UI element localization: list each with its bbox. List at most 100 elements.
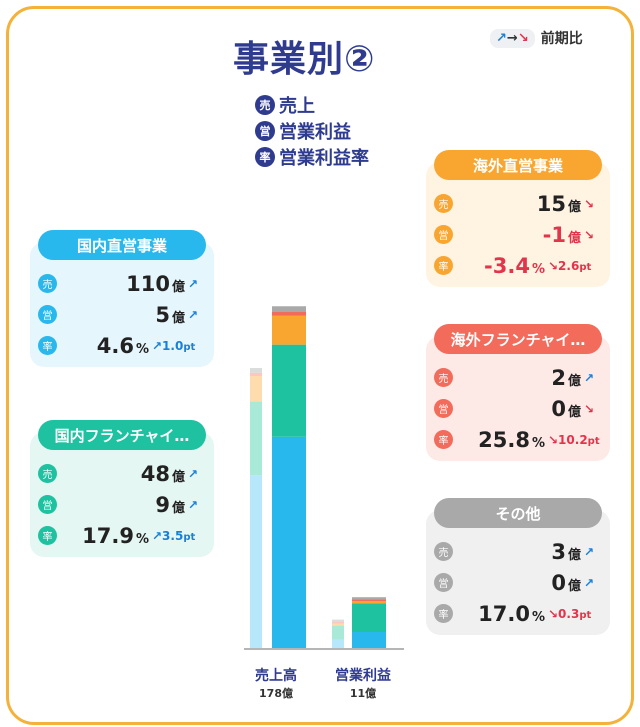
segment-title: その他 [434, 498, 602, 528]
bar-sales-current-2 [272, 315, 306, 345]
metric-legend: 売 売上 営 営業利益 率 営業利益率 [255, 92, 369, 170]
prev-period-legend: ↗ → ↘ 前期比 [490, 28, 583, 48]
segment-card: 海外直営事業 売 15 億 ↘ 営 -1 億 ↘ 率 -3.4% ↘2.6pt [426, 150, 610, 287]
total-sales: 178億 [259, 687, 293, 700]
operating-profit-badge-icon: 営 [434, 225, 453, 244]
sales-change: ↗ [584, 370, 595, 385]
operating-profit-badge-icon: 営 [434, 573, 453, 592]
bar-sales-current-0 [272, 436, 306, 648]
operating-profit-badge-icon: 営 [434, 399, 453, 418]
sales-badge-icon: 売 [38, 274, 57, 293]
unit: % [531, 261, 545, 277]
bar-sales-current-3 [272, 312, 306, 316]
metric-row-margin: 率 25.8% ↘10.2pt [426, 424, 610, 455]
unit: 億 [171, 310, 185, 326]
bar-profit-current-3 [352, 599, 386, 602]
unit: 億 [171, 279, 185, 295]
legend-label: 売上 [279, 96, 315, 117]
stacked-bar-chart [244, 306, 404, 650]
bar-sales-prev-0 [250, 475, 262, 648]
down-arrow-icon: ↘ [517, 30, 529, 46]
margin-value: 4.6% [96, 333, 149, 358]
operating-profit-change: ↗ [188, 497, 199, 512]
metric-row-sales: 売 110 億 ↗ [30, 268, 214, 299]
segment-title: 海外フランチャイ… [434, 324, 602, 354]
unit: % [135, 341, 149, 357]
margin-change: ↘10.2pt [548, 432, 600, 447]
bar-profit-prev-0 [332, 639, 344, 648]
margin-change: ↘0.3pt [548, 606, 592, 621]
margin-badge-icon: 率 [434, 430, 453, 449]
rate-badge-icon: 率 [255, 147, 275, 167]
bar-profit-current-2 [352, 601, 386, 604]
sales-change: ↘ [584, 196, 595, 211]
category-label-sales: 売上高 [255, 668, 297, 684]
legend-margin: 率 営業利益率 [255, 144, 369, 170]
bar-profit-prev-1 [332, 625, 344, 640]
page-title: 事業別② [233, 39, 376, 80]
total-profit: 11億 [349, 687, 377, 700]
sales-badge-icon: 売 [255, 95, 275, 115]
unit: 億 [171, 469, 185, 485]
metric-row-margin: 率 -3.4% ↘2.6pt [426, 250, 610, 281]
category-label-profit: 営業利益 [335, 668, 391, 684]
sales-value: 110 億 [126, 271, 185, 296]
margin-value: -3.4% [484, 253, 545, 278]
legend-sales: 売 売上 [255, 92, 369, 118]
bar-profit-prev-4 [332, 619, 344, 622]
metric-row-sales: 売 48 億 ↗ [30, 458, 214, 489]
metric-row-margin: 率 17.9% ↗3.5pt [30, 520, 214, 551]
unit: 億 [567, 578, 581, 594]
bar-profit-prev-2 [332, 623, 344, 626]
sales-badge-icon: 売 [434, 368, 453, 387]
right-arrow-icon: → [506, 30, 518, 46]
margin-change: ↗1.0pt [152, 338, 196, 353]
sales-change: ↗ [188, 466, 199, 481]
up-arrow-icon: ↗ [496, 30, 507, 46]
segment-title: 国内直営事業 [38, 230, 206, 260]
metric-row-margin: 率 4.6% ↗1.0pt [30, 330, 214, 361]
sales-value: 15 億 [536, 191, 581, 216]
operating-profit-value: -1 億 [542, 222, 581, 247]
operating-profit-change: ↗ [584, 575, 595, 590]
segment-title: 海外直営事業 [434, 150, 602, 180]
sales-value: 48 億 [140, 461, 185, 486]
margin-badge-icon: 率 [434, 604, 453, 623]
bar-profit-prev-3 [332, 621, 344, 624]
metric-row-operating-profit: 営 -1 億 ↘ [426, 219, 610, 250]
unit: % [531, 435, 545, 451]
bar-sales-prev-2 [250, 376, 262, 402]
unit: 億 [171, 500, 185, 516]
margin-value: 25.8% [478, 427, 545, 452]
axis-label-sales: 売上高 178億 [238, 667, 314, 703]
sales-badge-icon: 売 [434, 194, 453, 213]
legend-label: 営業利益 [279, 122, 351, 143]
margin-change: ↘2.6pt [548, 258, 592, 273]
legend-label: 営業利益率 [279, 148, 369, 169]
unit: 億 [567, 404, 581, 420]
margin-change: ↗3.5pt [152, 528, 196, 543]
unit: % [135, 531, 149, 547]
operating-profit-badge-icon: 営 [38, 305, 57, 324]
operating-profit-change: ↗ [188, 307, 199, 322]
sales-badge-icon: 売 [38, 464, 57, 483]
operating-profit-change: ↘ [584, 401, 595, 416]
unit: 億 [567, 230, 581, 246]
margin-value: 17.0% [478, 601, 545, 626]
margin-badge-icon: 率 [434, 256, 453, 275]
bar-sales-current-1 [272, 344, 306, 437]
metric-row-margin: 率 17.0% ↘0.3pt [426, 598, 610, 629]
chart-baseline [244, 648, 404, 650]
